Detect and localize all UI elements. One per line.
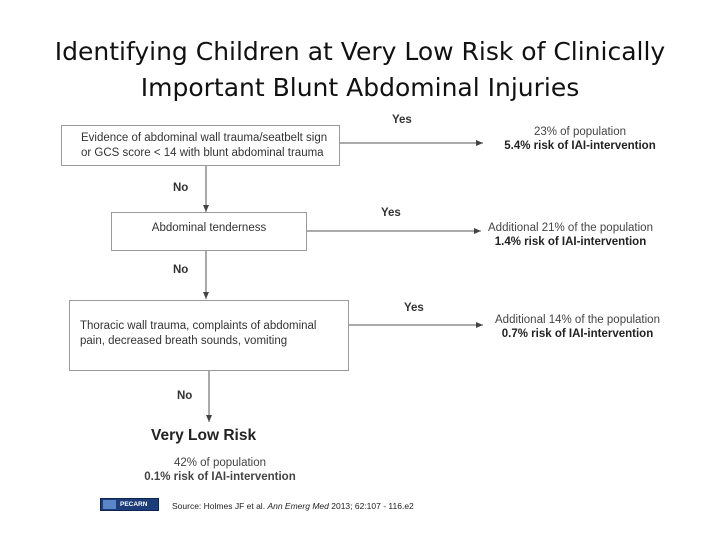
slide-title: Identifying Children at Very Low Risk of… — [0, 34, 720, 106]
criterion-1-line-1: Evidence of abdominal wall trauma/seatbe… — [81, 132, 328, 144]
criterion-box-3: Thoracic wall trauma, complaints of abdo… — [69, 300, 349, 371]
yes-label-1: Yes — [392, 114, 412, 126]
outcome-risk: 0.1% risk of IAI-intervention — [144, 471, 296, 483]
logo-text: PECARN — [120, 501, 148, 508]
criterion-2-line-1: Abdominal tenderness — [151, 222, 267, 234]
no-label-3: No — [177, 390, 193, 402]
criterion-1-line-2: or GCS score < 14 with blunt abdominal t… — [81, 147, 324, 159]
criterion-3-line-2: pain, decreased breath sounds, vomiting — [80, 335, 288, 347]
title-line-1: Identifying Children at Very Low Risk of… — [54, 37, 666, 66]
result-1-risk: 5.4% risk of IAI-intervention — [504, 140, 656, 152]
outcome-title: Very Low Risk — [151, 427, 257, 444]
result-3: Additional 14% of the population 0.7% ri… — [485, 313, 670, 341]
source-citation: Source: Holmes JF et al. Ann Emerg Med 2… — [172, 501, 414, 511]
yes-label-3: Yes — [404, 302, 424, 314]
title-line-2: Important Blunt Abdominal Injuries — [140, 73, 580, 102]
no-label-1: No — [173, 182, 189, 194]
yes-label-2: Yes — [381, 207, 401, 219]
no-label-2: No — [173, 264, 189, 276]
result-3-population: Additional 14% of the population — [495, 314, 660, 326]
criterion-box-2: Abdominal tenderness — [111, 212, 307, 251]
result-2-risk: 1.4% risk of IAI-intervention — [494, 236, 647, 248]
outcome-population: 42% of population — [173, 457, 267, 469]
logo-mark-icon — [103, 500, 116, 509]
result-1: 23% of population 5.4% risk of IAI-inter… — [490, 125, 670, 153]
result-1-population: 23% of population — [533, 126, 627, 138]
outcome-details: 42% of population 0.1% risk of IAI-inter… — [125, 456, 315, 484]
result-3-risk: 0.7% risk of IAI-intervention — [501, 328, 654, 340]
criterion-3-line-1: Thoracic wall trauma, complaints of abdo… — [80, 320, 317, 332]
source-journal: Ann Emerg Med — [267, 501, 329, 511]
source-suffix: 2013; 62:107 - 116.e2 — [331, 501, 414, 511]
pecarn-logo: PECARN — [100, 498, 159, 511]
result-2-population: Additional 21% of the population — [488, 222, 653, 234]
criterion-box-1: Evidence of abdominal wall trauma/seatbe… — [61, 125, 340, 166]
source-prefix: Source: Holmes JF et al. — [172, 501, 266, 511]
result-2: Additional 21% of the population 1.4% ri… — [478, 221, 663, 249]
